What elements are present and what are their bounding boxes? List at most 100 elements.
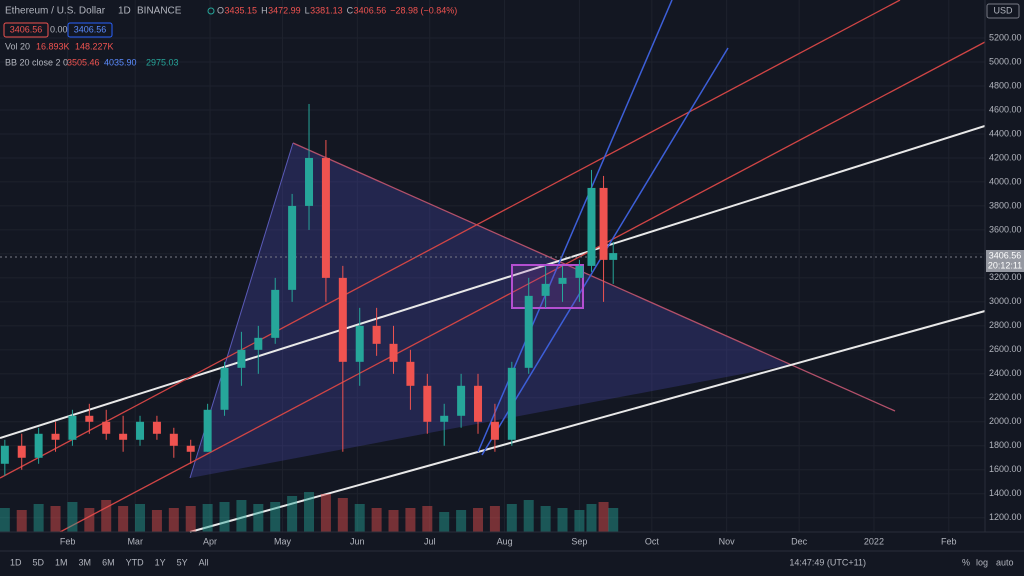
bb-name: BB 20 close 2 0 [5,57,68,67]
candle-body [457,385,466,416]
volume-bar [151,510,162,532]
volume-bar [219,502,230,532]
candle-body [102,421,111,434]
ohlc: O 3435.15 H 3472.99 L 3381.13 C 3406.56 −28.98 (… [217,5,457,15]
symbol: Ethereum / U.S. Dollar [5,6,106,17]
log[interactable]: log [976,557,988,567]
candle-body [169,433,178,446]
price-axis [985,0,1024,576]
currency[interactable]: USD [993,5,1013,15]
percent[interactable]: % [962,557,970,567]
candle-body [423,385,432,422]
ohlc-low: 3381.13 [310,5,343,15]
range-button[interactable]: 1M [55,557,68,567]
volume-bar [118,506,129,532]
y-tick-label: 1800.00 [989,440,1022,450]
candle-body [0,445,9,464]
candle-body [237,349,246,368]
y-tick-label: 2600.00 [989,344,1022,354]
clock: 14:47:49 (UTC+11) [789,557,866,567]
y-tick-label: 4800.00 [989,80,1022,90]
volume-bar [33,504,44,532]
x-tick-label: May [274,536,292,546]
x-tick-label: Nov [719,536,736,546]
volume-bar [574,510,585,532]
volume-bar [473,508,484,532]
range-button[interactable]: 5Y [177,557,188,567]
x-tick-label: Oct [645,536,660,546]
currency-box[interactable] [986,3,1020,19]
range-button[interactable]: YTD [126,557,145,567]
axes: 1200.00 1400.00 1600.00 1800.00 2000.00 2200.… [60,32,1022,546]
candle-body [68,415,77,440]
range-button[interactable]: All [199,557,209,567]
volume-bar [598,502,609,532]
candle-body [136,421,145,440]
volume-bar [236,500,247,532]
range-button[interactable]: 3M [79,557,92,567]
bottom-bar: 1D 5D 1M 3M 6M YTD 1Y 5Y All [10,557,209,567]
volume-bar [67,502,78,532]
candle-body [51,433,60,440]
y-tick-label: 3600.00 [989,224,1022,234]
ohlc-high-label: H [261,5,268,15]
x-tick-label: Dec [791,536,808,546]
candle-body [220,367,229,410]
bid[interactable]: 3406.56 [10,24,43,34]
x-tick-label: Aug [497,536,513,546]
ask[interactable]: 3406.56 [74,24,107,34]
channel-line [189,310,986,533]
interval[interactable]: 1D [118,6,131,17]
countdown: 20:12:11 [988,260,1022,270]
channel-line [0,117,1011,439]
y-tick-label: 4000.00 [989,176,1022,186]
range-button[interactable]: 5D [33,557,45,567]
volume-bar [0,508,10,532]
x-tick-label: Sep [571,536,587,546]
y-tick-label: 3800.00 [989,200,1022,210]
channel-line [59,41,986,533]
y-tick-label: 1200.00 [989,512,1022,522]
bb-basis: 3505.46 [67,57,100,67]
volume-bar [557,508,568,532]
candle-body [203,409,212,452]
range-button[interactable]: 6M [102,557,115,567]
ask-box[interactable] [67,22,113,38]
candle-body [587,187,596,266]
candle-body [305,157,314,206]
y-tick-label: 2200.00 [989,392,1022,402]
range-button[interactable]: 1Y [155,557,166,567]
volume-bar [16,510,27,532]
bid-box[interactable] [3,22,49,38]
x-tick-label: Mar [127,536,143,546]
volume-bar [540,506,551,532]
candle-body [406,361,415,386]
candle-body [85,415,94,422]
candles [0,103,619,532]
candle-body [575,265,584,278]
candle-body [372,325,381,344]
vol-value: 16.893K [36,41,70,51]
candle-body [474,385,483,422]
y-tick-label: 3000.00 [989,296,1022,306]
x-tick-label: Feb [60,536,76,546]
volume-bar [202,504,213,532]
x-tick-label: Jul [424,536,436,546]
volume-bar [253,504,264,532]
candle-body [355,325,364,362]
y-tick-label: 1600.00 [989,464,1022,474]
y-tick-label: 5200.00 [989,32,1022,42]
auto[interactable]: auto [996,557,1014,567]
candle-body [254,337,263,350]
candle-body [609,253,618,260]
last-price: 3406.56 [989,250,1022,260]
range-button[interactable]: 1D [10,557,22,567]
volume-bar [388,510,399,532]
candle-body [34,433,43,458]
ohlc-close-label: C [347,5,354,15]
candle-body [490,421,499,440]
volume-bar [371,508,382,532]
volume-bar [168,508,179,532]
volume-bar [422,506,433,532]
